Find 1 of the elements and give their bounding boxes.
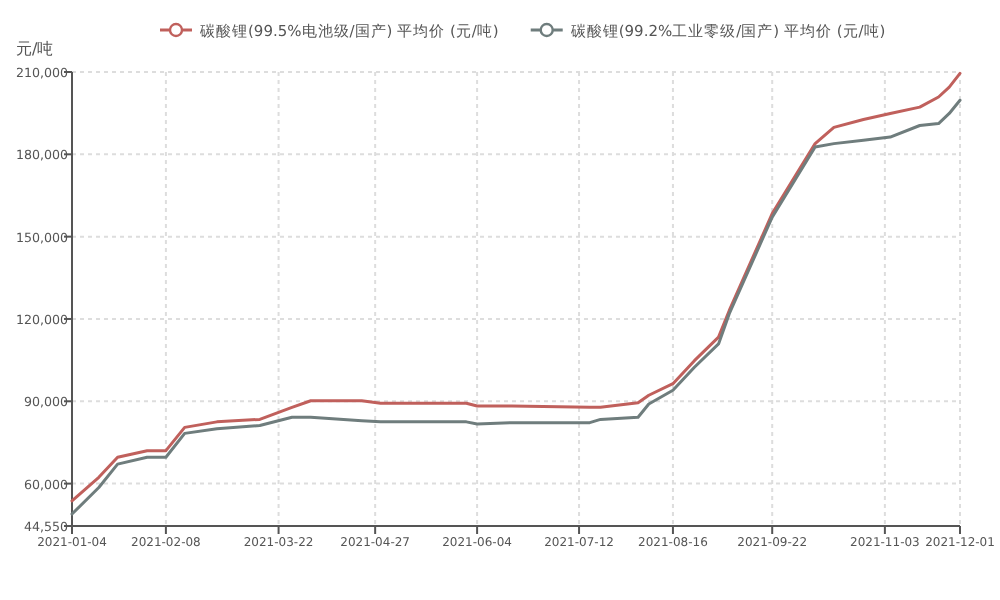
y-axis-title: 元/吨 (16, 40, 54, 58)
